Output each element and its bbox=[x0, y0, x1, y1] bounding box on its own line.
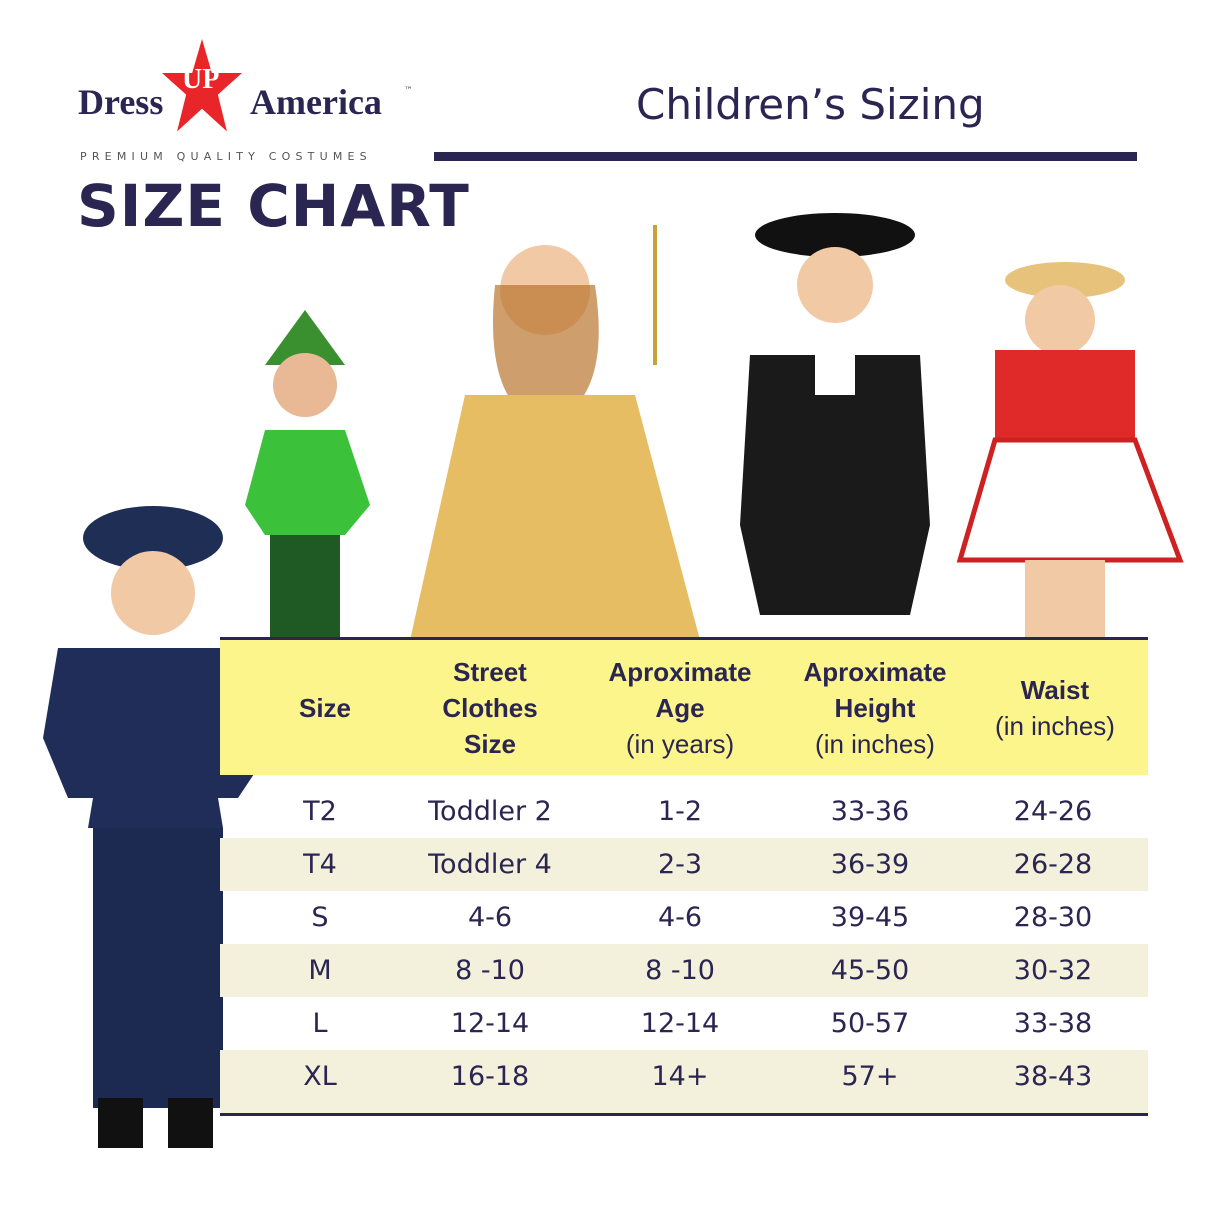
table-cell: L bbox=[312, 1008, 328, 1039]
table-row: L 12-14 12-14 50-57 33-38 bbox=[220, 997, 1148, 1050]
table-cell: 33-36 bbox=[830, 796, 910, 827]
size-chart-heading: SIZE CHART bbox=[77, 172, 470, 240]
size-table: Size Street Clothes Size Aproximate Age (in … bbox=[220, 637, 1148, 1116]
table-cell: 12-14 bbox=[640, 1008, 720, 1039]
photo-cowgirl-costume-child bbox=[956, 262, 1184, 640]
table-cell: T4 bbox=[303, 849, 337, 880]
table-cell: 1-2 bbox=[657, 796, 703, 827]
page-title: Children’s Sizing bbox=[636, 80, 985, 129]
table-cell: Toddler 4 bbox=[428, 849, 552, 880]
logo-text-dress: Dress bbox=[78, 82, 164, 122]
header-waist: Waist (in inches) bbox=[995, 674, 1115, 741]
photo-green-costume-child bbox=[245, 310, 370, 640]
table-cell: 33-38 bbox=[1013, 1008, 1093, 1039]
table-row: T4 Toddler 4 2-3 36-39 26-28 bbox=[220, 838, 1148, 891]
table-cell: 38-43 bbox=[1013, 1061, 1093, 1092]
table-bottom-rule bbox=[220, 1113, 1148, 1116]
table-cell: 4-6 bbox=[467, 902, 513, 933]
table-cell: 30-32 bbox=[1013, 955, 1093, 986]
tagline: PREMIUM QUALITY COSTUMES bbox=[80, 150, 372, 163]
table-cell: T2 bbox=[303, 796, 337, 827]
header-size: Size bbox=[298, 692, 352, 723]
table-top-rule bbox=[220, 637, 1148, 640]
table-cell: 14+ bbox=[651, 1061, 709, 1092]
table-cell: 26-28 bbox=[1013, 849, 1093, 880]
table-cell: 57+ bbox=[841, 1061, 899, 1092]
table-cell: 2-3 bbox=[657, 849, 703, 880]
table-cell: Toddler 2 bbox=[428, 796, 552, 827]
logo-text-america: America bbox=[250, 82, 382, 122]
table-cell: 36-39 bbox=[830, 849, 910, 880]
photo-princess-costume-child bbox=[410, 225, 700, 640]
table-cell: 12-14 bbox=[450, 1008, 530, 1039]
photo-police-costume-child bbox=[43, 506, 278, 1148]
header-street-clothes: Street Clothes Size bbox=[442, 656, 538, 759]
header-height: Aproximate Height (in inches) bbox=[803, 656, 947, 759]
table-cell: S bbox=[311, 902, 329, 933]
table-cell: 39-45 bbox=[830, 902, 910, 933]
header-age: Aproximate Age (in years) bbox=[608, 656, 752, 759]
table-cell: 24-26 bbox=[1013, 796, 1093, 827]
trademark: ™ bbox=[404, 86, 413, 96]
table-cell: 45-50 bbox=[830, 955, 910, 986]
title-divider bbox=[434, 152, 1137, 161]
table-cell: 50-57 bbox=[830, 1008, 910, 1039]
table-header-row: Size Street Clothes Size Aproximate Age (in … bbox=[220, 640, 1148, 775]
table-row: M 8 -10 8 -10 45-50 30-32 bbox=[220, 944, 1148, 997]
table-row: S 4-6 4-6 39-45 28-30 bbox=[220, 891, 1148, 944]
table-cell: 8 -10 bbox=[455, 955, 525, 986]
table-cell: 8 -10 bbox=[645, 955, 715, 986]
photo-colonial-costume-child bbox=[740, 213, 930, 615]
table-cell: XL bbox=[303, 1061, 337, 1092]
table-cell: M bbox=[308, 955, 332, 986]
logo-star-icon bbox=[158, 34, 246, 137]
table-row: T2 Toddler 2 1-2 33-36 24-26 bbox=[220, 785, 1148, 838]
logo-text-up: UP bbox=[182, 64, 220, 95]
table-row: XL 16-18 14+ 57+ 38-43 bbox=[220, 1050, 1148, 1103]
table-cell: 16-18 bbox=[450, 1061, 530, 1092]
table-cell: 28-30 bbox=[1013, 902, 1093, 933]
table-cell: 4-6 bbox=[657, 902, 703, 933]
